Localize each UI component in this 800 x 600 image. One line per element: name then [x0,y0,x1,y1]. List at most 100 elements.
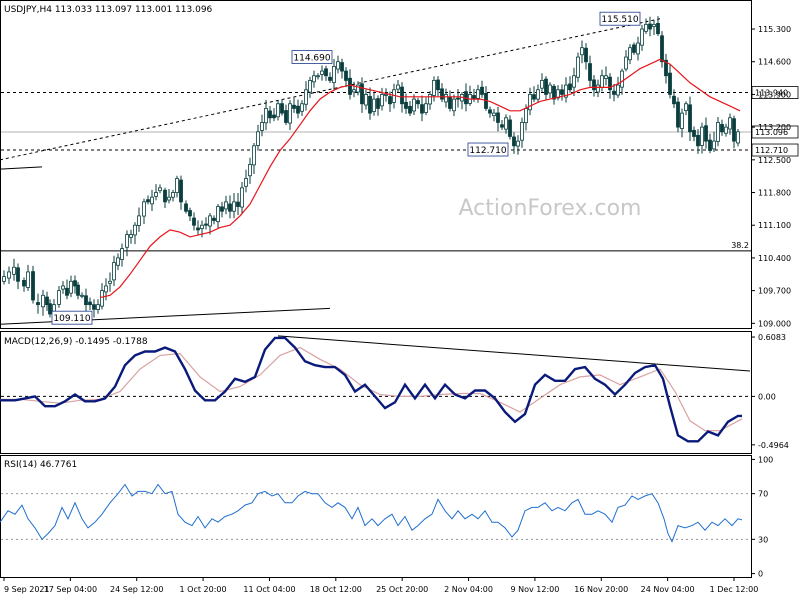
candle-body [316,75,320,78]
candle [208,213,212,235]
candle [31,265,35,304]
candle-body [80,294,84,297]
candle-body [312,75,316,83]
candle [580,40,584,64]
candle-body [336,61,340,70]
candle-body [61,285,65,290]
candle-body [368,95,372,114]
candle [26,264,30,291]
candle-body [150,196,154,205]
candle [129,229,133,244]
candle-body [76,284,80,296]
candle-body [620,70,624,88]
candle [628,44,632,65]
price-axis-tick-label: 111.100 [758,221,791,230]
candle-body [396,84,400,90]
candle [344,67,348,88]
candle [244,169,248,193]
candle [596,79,600,98]
candle-body [632,44,636,53]
candle [16,263,20,290]
candle-body [404,101,408,109]
candle [332,58,336,91]
candle [532,86,536,103]
candle [22,277,26,292]
candle-body [532,94,536,100]
price-annotation: 112.710 [467,142,509,157]
candle [320,65,324,81]
candle [36,293,40,314]
candle-body [432,80,436,96]
candle-body [204,223,208,226]
price-trendline [0,18,661,161]
candle-body [236,201,240,207]
candle [348,69,352,100]
candle-body [171,192,175,198]
candle [396,80,400,93]
candle-body [224,201,228,210]
candle [252,142,256,174]
candle-body [488,109,492,114]
candle-body [52,304,56,312]
price-annotation-box [467,142,509,157]
candle [150,189,154,212]
candle [300,100,304,117]
candle-body [680,112,684,129]
candle [412,94,416,116]
candle [548,82,552,99]
candle-body [2,276,6,282]
candle [716,117,720,147]
candle [292,97,296,113]
candle [179,175,183,210]
candle-body [57,290,61,305]
candle-body [624,56,628,70]
x-tick-label: 1 Oct 20:00 [180,585,227,594]
candle [492,108,496,122]
candle [142,198,146,224]
x-tick-label: 18 Oct 12:00 [310,585,362,594]
rsi-layer: 100 70 30 0 [0,455,773,579]
candle [12,258,16,281]
candle [280,99,284,116]
candle-body [158,187,162,192]
candle [676,97,680,133]
candle [146,195,150,205]
candle-body [48,303,52,315]
candle [236,192,240,216]
candle-body [88,301,92,306]
candle [108,272,112,292]
candle-body [268,110,272,119]
macd-axis-tick-label: 0.6083 [758,333,786,342]
candle [48,299,52,318]
candle-body [548,84,552,94]
candle [736,128,740,147]
candle [516,135,520,155]
candle-body [584,47,588,63]
candle-body [452,98,456,112]
x-tick-label: 24 Nov 04:00 [641,585,695,594]
candle [84,288,88,312]
candle-body [163,189,167,203]
candle [248,157,252,184]
candle-body [400,86,404,105]
candle-body [600,75,604,88]
candle [508,115,512,140]
candle-body [360,83,364,105]
price-axis-tick-label: 113.200 [758,123,791,132]
candle [364,89,368,110]
candle [424,97,428,116]
candle [608,73,612,99]
candle [288,100,292,131]
candle [76,281,80,300]
candle [368,87,372,120]
candle-body [500,124,504,128]
candle-body [580,47,584,56]
level-tag-box [751,86,799,99]
candle-body [380,94,384,107]
candle-body [154,192,158,197]
rsi-line [0,483,743,543]
candle [572,67,576,97]
watermark: ActionForex.com [459,196,642,221]
candle-body [540,80,544,89]
candle [436,76,440,97]
